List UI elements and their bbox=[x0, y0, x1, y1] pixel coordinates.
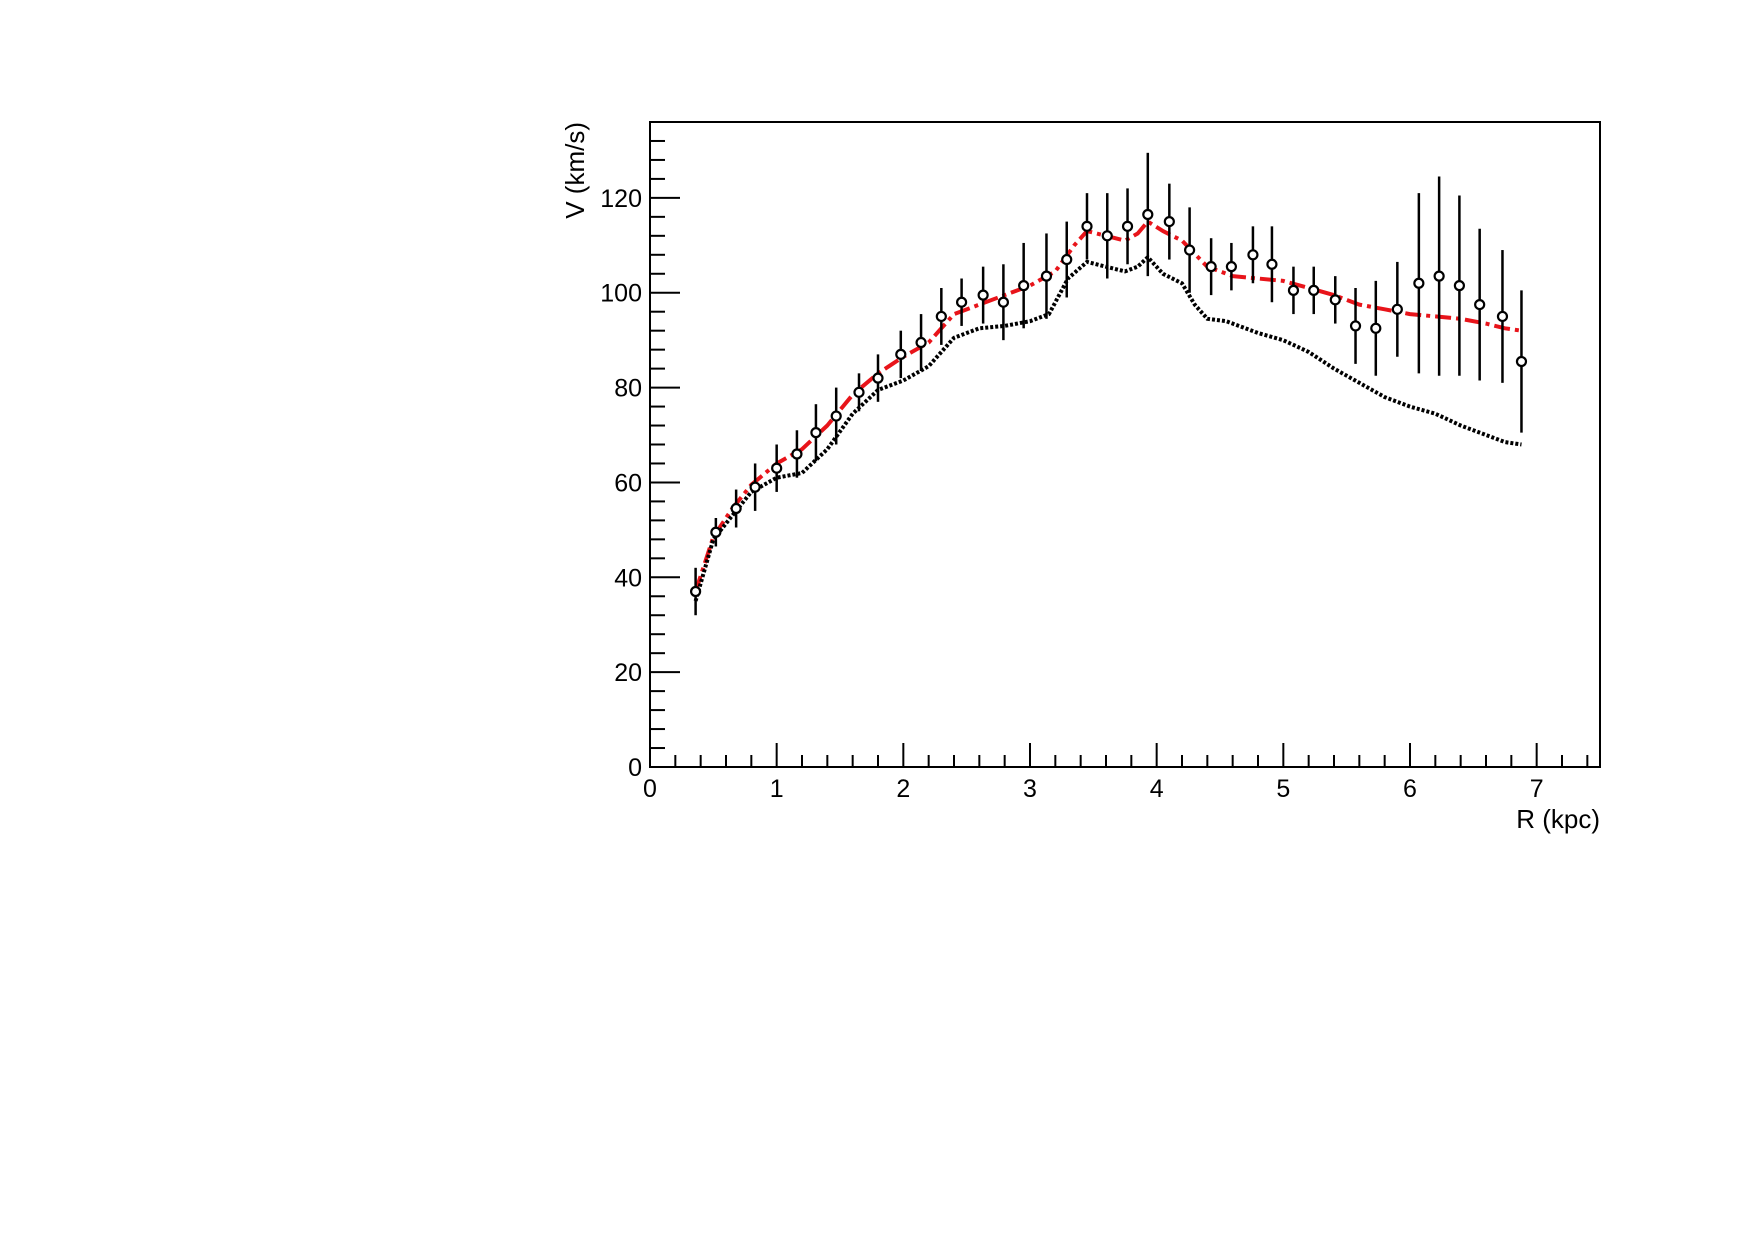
y-tick-label: 60 bbox=[614, 469, 642, 497]
model-curve-dash-dot bbox=[693, 219, 1522, 593]
data-point bbox=[1474, 298, 1486, 311]
y-tick-label: 40 bbox=[614, 564, 642, 592]
model-curve-dotted bbox=[693, 255, 1522, 602]
data-point bbox=[1101, 230, 1113, 242]
data-point bbox=[791, 448, 803, 460]
data-point bbox=[1308, 284, 1320, 296]
data-point bbox=[1266, 258, 1278, 270]
x-axis-title: R (kpc) bbox=[1516, 804, 1600, 834]
data-point bbox=[1061, 253, 1073, 266]
data-point bbox=[1391, 303, 1403, 315]
data-point bbox=[1205, 261, 1217, 273]
plot-frame bbox=[649, 121, 1601, 768]
data-point bbox=[1163, 215, 1175, 228]
data-point bbox=[853, 386, 865, 398]
data-point bbox=[997, 296, 1010, 308]
y-tick-label: 100 bbox=[600, 280, 642, 308]
data-point bbox=[915, 336, 927, 349]
data-point bbox=[895, 348, 907, 360]
data-point bbox=[1225, 261, 1238, 273]
data-point bbox=[1329, 294, 1341, 306]
y-tick-label: 80 bbox=[614, 375, 642, 403]
x-tick-label: 3 bbox=[1023, 775, 1037, 803]
data-point bbox=[1040, 270, 1053, 282]
axis-tick-labels: 0 1 2 3 4 5 6 7 0 20 40 60 80 100 120 bbox=[600, 185, 1543, 803]
axis-ticks bbox=[649, 121, 1589, 768]
x-tick-label: 4 bbox=[1150, 775, 1164, 803]
data-point bbox=[689, 585, 702, 598]
data-point bbox=[977, 289, 989, 301]
data-point bbox=[1515, 355, 1528, 368]
data-point bbox=[1018, 280, 1030, 292]
x-tick-label: 6 bbox=[1403, 775, 1417, 803]
data-point bbox=[830, 410, 842, 422]
data-point bbox=[771, 462, 783, 474]
data-point bbox=[1183, 244, 1196, 256]
data-point bbox=[872, 372, 884, 384]
data-point bbox=[1247, 249, 1259, 261]
data-point bbox=[1413, 277, 1425, 289]
y-tick-label: 120 bbox=[600, 185, 642, 213]
data-point bbox=[1142, 208, 1154, 221]
x-tick-label: 1 bbox=[770, 775, 784, 803]
data-point bbox=[1349, 320, 1362, 332]
data-point bbox=[1496, 310, 1509, 323]
data-point bbox=[1081, 220, 1093, 232]
x-tick-label: 7 bbox=[1530, 775, 1544, 803]
x-tick-label: 2 bbox=[896, 775, 910, 803]
y-tick-label: 0 bbox=[628, 754, 642, 782]
data-point bbox=[1370, 322, 1382, 334]
y-tick-label: 20 bbox=[614, 659, 642, 687]
data-point bbox=[749, 481, 761, 493]
x-tick-label: 5 bbox=[1276, 775, 1290, 803]
data-point bbox=[1287, 284, 1300, 296]
data-point bbox=[1453, 280, 1466, 292]
x-tick-label: 0 bbox=[643, 775, 657, 803]
y-axis-title: V (km/s) bbox=[560, 122, 590, 219]
data-point bbox=[710, 526, 722, 538]
data-point bbox=[810, 427, 822, 439]
data-point bbox=[1121, 220, 1134, 232]
data-point bbox=[935, 310, 947, 323]
data-point bbox=[730, 502, 742, 515]
model-curves bbox=[693, 219, 1522, 602]
data-point bbox=[955, 296, 968, 308]
data-points bbox=[689, 152, 1528, 616]
data-point bbox=[1433, 270, 1445, 282]
